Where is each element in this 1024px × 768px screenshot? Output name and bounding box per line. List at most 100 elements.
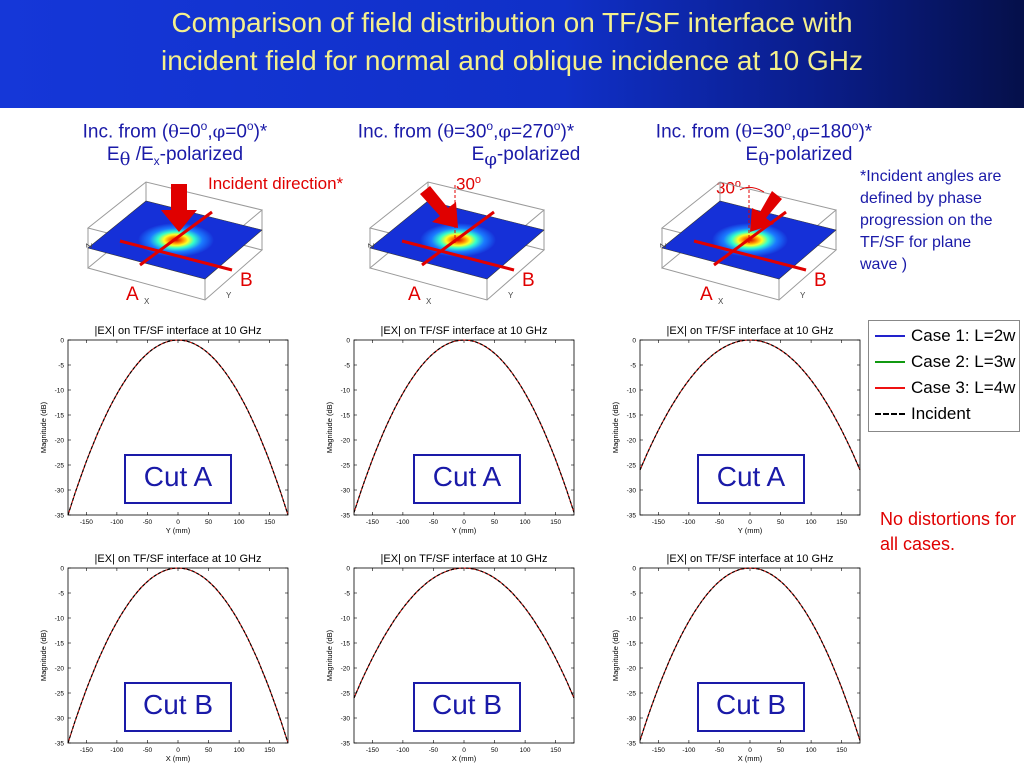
y-tick-label: -35 <box>627 741 637 748</box>
y-axis-label: Magnitude (dB) <box>611 401 620 453</box>
chart-title: |EX| on TF/SF interface at 10 GHz <box>667 325 834 337</box>
x-tick-label: 150 <box>550 747 561 754</box>
x-tick-label: 50 <box>491 519 499 526</box>
x-axis-label: Y (mm) <box>452 526 477 535</box>
y-tick-label: -15 <box>55 641 65 648</box>
chart-title: |EX| on TF/SF interface at 10 GHz <box>381 325 548 337</box>
series-line-4 <box>67 567 289 744</box>
x-tick-label: 0 <box>748 519 752 526</box>
legend-label: Case 1: L=2w <box>911 326 1016 345</box>
y-tick-label: -10 <box>627 388 637 395</box>
x-axis-label: Y (mm) <box>738 526 763 535</box>
y-tick-label: -20 <box>55 438 65 445</box>
legend-item-case1: Case 1: L=2w <box>875 325 1019 347</box>
y-tick-label: -15 <box>627 413 637 420</box>
y-tick-label: -10 <box>55 388 65 395</box>
polarization-2: Eφ-polarized <box>471 144 581 171</box>
chart-title: |EX| on TF/SF interface at 10 GHz <box>95 553 262 565</box>
legend-line <box>875 361 905 363</box>
chart-4: |EX| on TF/SF interface at 10 GHz 0 -5 -10 -… <box>39 553 289 763</box>
title-line-1: Comparison of field distribution on TF/S… <box>171 7 853 38</box>
y-tick-label: -10 <box>55 616 65 623</box>
legend: Case 1: L=2w Case 2: L=3w Case 3: L=4w I… <box>868 320 1020 432</box>
incidence-angle-2: Inc. from (θ=30o,φ=270o)* <box>357 119 575 143</box>
y-tick-label: -35 <box>627 513 637 520</box>
x-tick-label: -50 <box>715 747 725 754</box>
series-line-4 <box>639 567 861 741</box>
polarization-3: Eθ-polarized <box>745 144 853 171</box>
x-tick-label: 50 <box>205 519 213 526</box>
y-tick-label: -25 <box>55 691 65 698</box>
x-tick-label: -100 <box>396 519 409 526</box>
x-tick-label: 150 <box>264 519 275 526</box>
y-tick-label: -20 <box>55 666 65 673</box>
x-tick-label: -150 <box>80 747 93 754</box>
cut-label-3: Cut A <box>697 454 805 504</box>
y-tick-label: -35 <box>341 513 351 520</box>
x-tick-label: 100 <box>234 747 245 754</box>
footnote: *Incident angles are defined by phase pr… <box>860 168 1002 273</box>
x-tick-label: 100 <box>520 747 531 754</box>
slide-title: Comparison of field distribution on TF/S… <box>0 4 1024 80</box>
y-tick-label: -35 <box>55 741 65 748</box>
x-tick-label: -50 <box>143 747 153 754</box>
y-tick-label: -25 <box>341 691 351 698</box>
y-tick-label: -25 <box>627 463 637 470</box>
x-tick-label: 150 <box>836 747 847 754</box>
y-tick-label: -5 <box>630 363 636 370</box>
legend-label: Case 3: L=4w <box>911 378 1016 397</box>
column-header-3: Inc. from (θ=30o,φ=180o)* Eθ-polarized <box>614 115 914 171</box>
y-tick-label: -10 <box>627 616 637 623</box>
legend-line <box>875 335 905 337</box>
x-tick-label: 50 <box>491 747 499 754</box>
legend-line <box>875 387 905 389</box>
y-axis-label: Magnitude (dB) <box>611 629 620 681</box>
legend-label: Case 2: L=3w <box>911 352 1016 371</box>
y-axis-label: Magnitude (dB) <box>325 629 334 681</box>
y-tick-label: -25 <box>627 691 637 698</box>
chart-title: |EX| on TF/SF interface at 10 GHz <box>667 553 834 565</box>
x-tick-label: 0 <box>176 747 180 754</box>
y-tick-label: 0 <box>632 338 636 345</box>
x-tick-label: 150 <box>264 747 275 754</box>
y-tick-label: -25 <box>55 463 65 470</box>
series-line-4 <box>353 339 575 513</box>
legend-item-incident: Incident <box>875 403 1019 425</box>
incidence-angle-3: Inc. from (θ=30o,φ=180o)* <box>655 119 873 143</box>
y-tick-label: -25 <box>341 463 351 470</box>
y-tick-label: -35 <box>55 513 65 520</box>
chart-title: |EX| on TF/SF interface at 10 GHz <box>95 325 262 337</box>
series-line-4 <box>353 567 575 699</box>
x-tick-label: -150 <box>366 747 379 754</box>
x-tick-label: -100 <box>682 747 695 754</box>
y-tick-label: -20 <box>627 666 637 673</box>
y-tick-label: -10 <box>341 388 351 395</box>
column-header-1: Inc. from (θ=0o,φ=0o)* Eθ /Ex-polarized <box>40 115 310 173</box>
column-header-2: Inc. from (θ=30o,φ=270o)* Eφ-polarized <box>316 115 616 171</box>
y-tick-label: 0 <box>60 566 64 573</box>
x-tick-label: 50 <box>777 747 785 754</box>
y-tick-label: -15 <box>627 641 637 648</box>
x-axis-label: X (mm) <box>166 754 191 763</box>
x-tick-label: -150 <box>366 519 379 526</box>
y-tick-label: -20 <box>341 666 351 673</box>
y-tick-label: -30 <box>55 488 65 495</box>
y-tick-label: 0 <box>632 566 636 573</box>
legend-line <box>875 413 905 415</box>
y-tick-label: -30 <box>341 716 351 723</box>
y-tick-label: -5 <box>630 591 636 598</box>
legend-item-case2: Case 2: L=3w <box>875 351 1019 373</box>
x-tick-label: 0 <box>462 519 466 526</box>
polarization-1: Eθ /Ex-polarized <box>106 144 244 171</box>
y-tick-label: -20 <box>341 438 351 445</box>
x-axis-label: Y (mm) <box>166 526 191 535</box>
no-distortion-note: No distortions for all cases. <box>880 509 1017 554</box>
y-tick-label: 0 <box>346 566 350 573</box>
x-tick-label: -50 <box>429 519 439 526</box>
chart-title: |EX| on TF/SF interface at 10 GHz <box>381 553 548 565</box>
cut-label-1: Cut A <box>124 454 232 504</box>
x-tick-label: -100 <box>396 747 409 754</box>
series-line-4 <box>67 339 289 516</box>
x-axis-label: X (mm) <box>452 754 477 763</box>
y-tick-label: -35 <box>341 741 351 748</box>
